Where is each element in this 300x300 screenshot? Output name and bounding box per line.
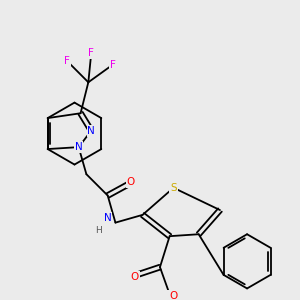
Text: O: O xyxy=(131,272,139,282)
Text: N: N xyxy=(87,126,95,136)
Text: O: O xyxy=(169,291,178,300)
Text: S: S xyxy=(170,183,177,193)
Text: F: F xyxy=(88,48,94,58)
Text: O: O xyxy=(127,177,135,187)
Text: N: N xyxy=(104,213,112,223)
Text: F: F xyxy=(110,60,116,70)
Text: H: H xyxy=(94,226,101,235)
Text: N: N xyxy=(75,142,83,152)
Text: F: F xyxy=(64,56,70,66)
